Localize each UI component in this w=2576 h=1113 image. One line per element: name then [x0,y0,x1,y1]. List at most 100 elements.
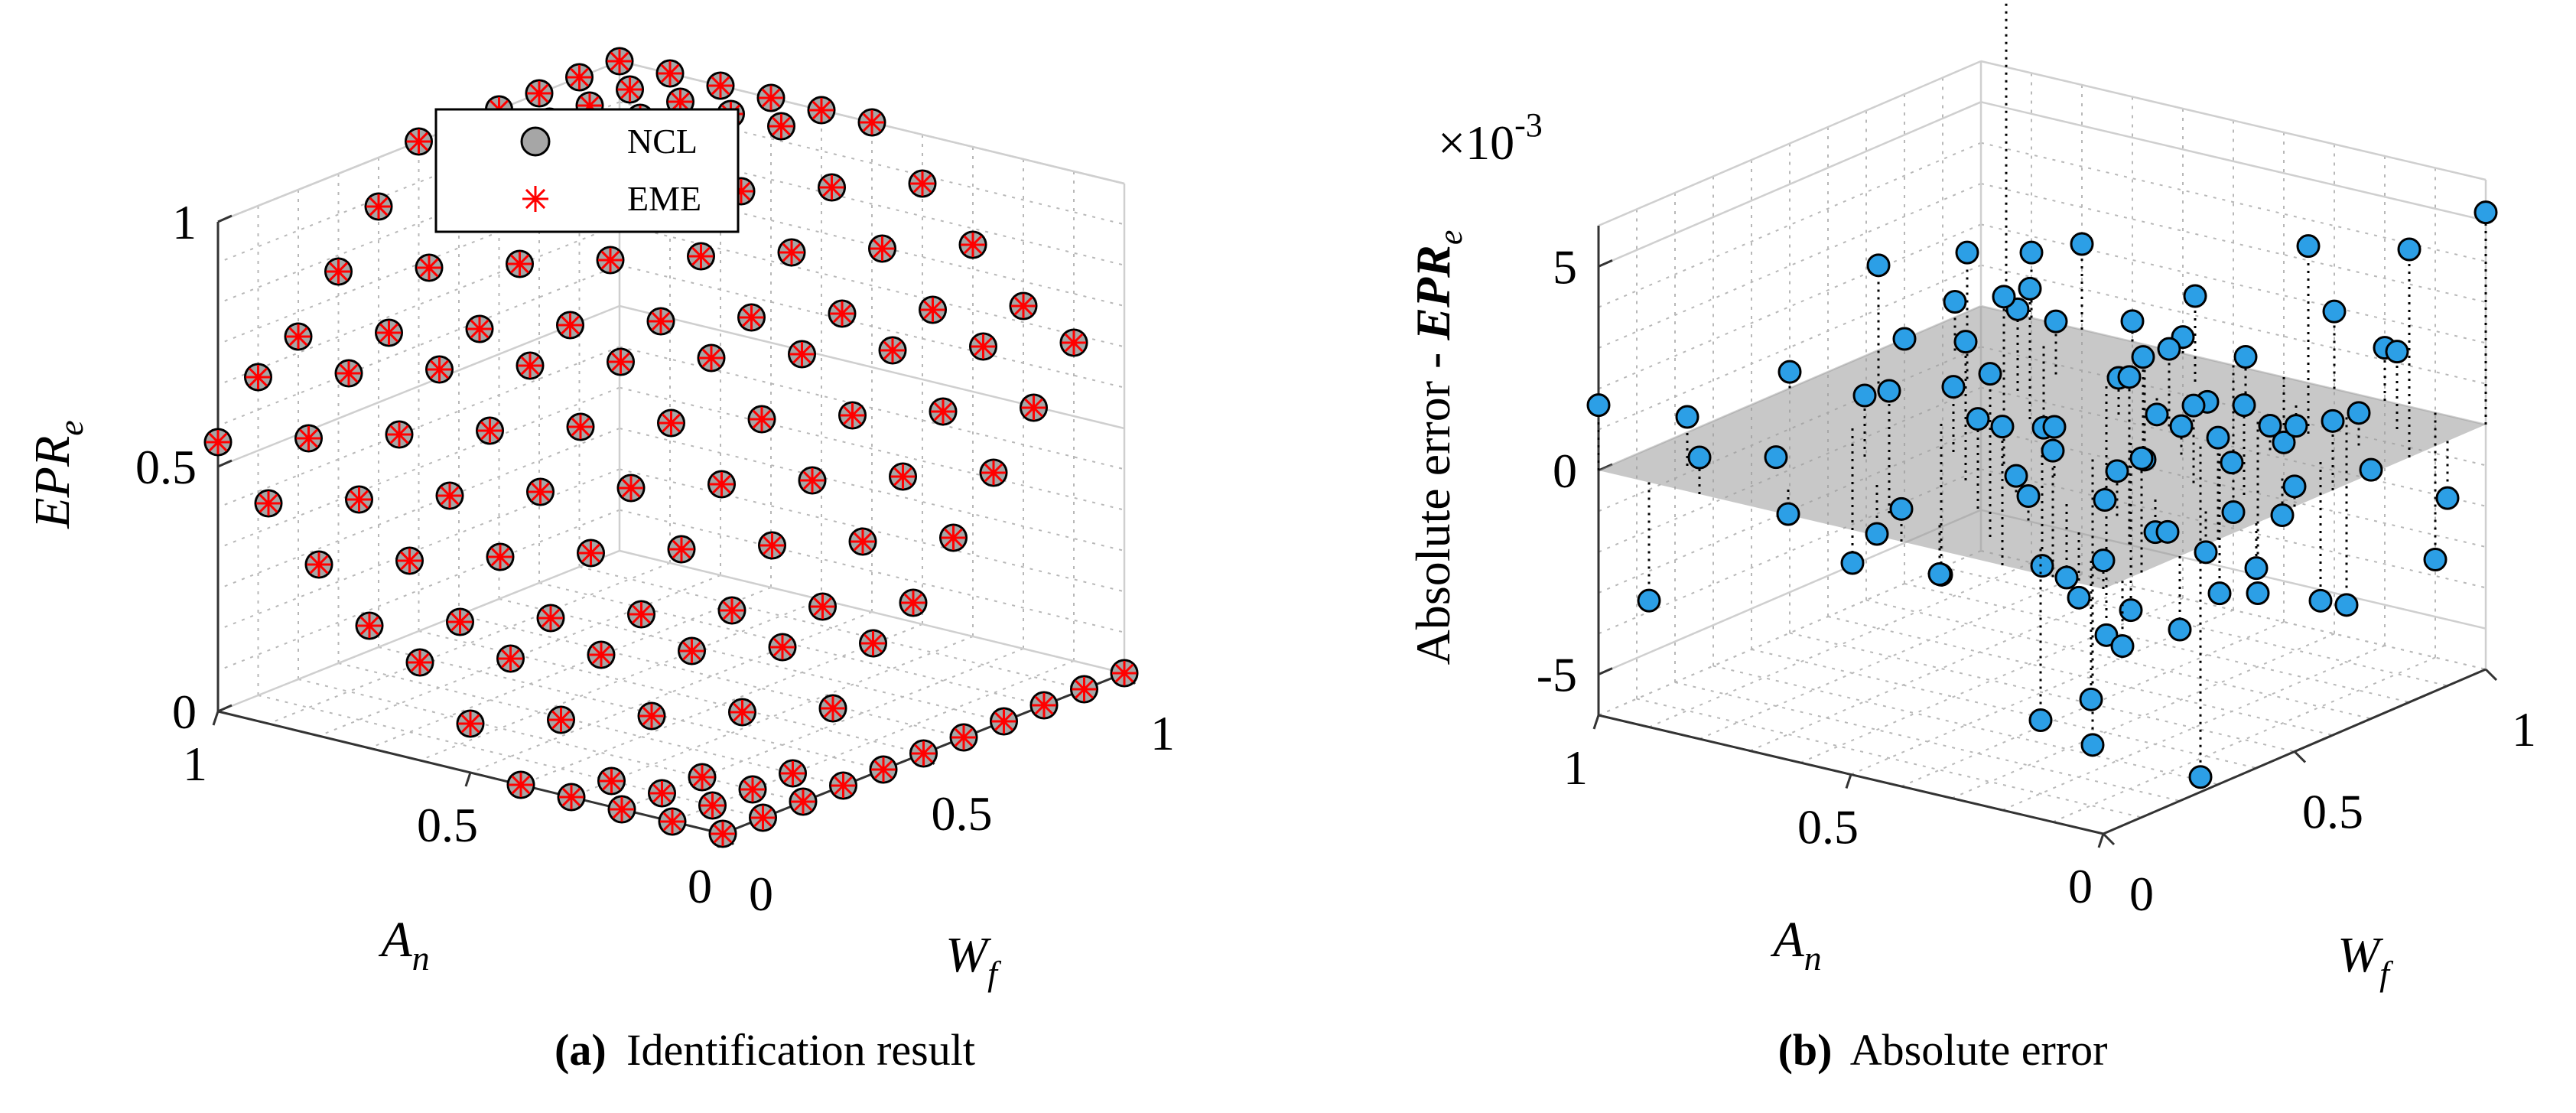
major-grid-line [619,549,1125,675]
wall-grid-line [217,509,620,672]
eme-stroke [873,239,892,259]
eme-point [971,334,996,359]
eme-stroke [612,799,632,819]
floor-grid-line [1789,632,2295,753]
floor-grid-line [579,566,1085,690]
eme-stroke [531,482,550,502]
eme-stroke [400,551,419,571]
eme-point [447,610,473,634]
eme-point [991,709,1016,734]
eme-stroke [440,486,460,506]
eme-point [658,61,682,86]
error-point [2246,581,2270,605]
eme-stroke [620,80,639,99]
eme-stroke [954,727,974,747]
eme-stroke [802,470,822,490]
eme-point [830,301,854,326]
error-point [2145,402,2169,427]
eme-stroke [853,532,873,552]
eme-point [870,236,895,261]
eme-point [568,415,593,439]
error-point [2194,540,2218,565]
eme-point [660,809,685,834]
eme-stroke [520,356,540,376]
error-point [1953,330,1978,354]
floor-grid-line [672,660,1075,822]
error-point [2041,438,2065,463]
eme-point [610,797,634,822]
error-point [2093,488,2117,512]
eme-stroke [288,327,308,347]
eme-stroke [642,706,662,726]
eme-point [509,773,533,797]
eme-stroke [660,63,680,83]
eme-point [559,785,584,809]
floor-grid-line [338,662,844,786]
an-tick [1592,714,1600,730]
floor-grid-line [318,574,721,737]
eme-stroke [713,824,733,844]
eme-point [690,765,714,789]
eme-stroke [409,132,428,151]
wf-tick-label: 0 [749,867,773,921]
error-point [1675,405,1699,429]
eme-point [831,773,856,798]
error-axis-label: Absolute error - EPRe [1406,230,1469,666]
eme-point [759,86,783,110]
eme-point [951,725,976,750]
eme-point [779,240,804,265]
eme-point [1062,330,1086,355]
error-point [2397,237,2422,262]
floor-grid-line [1865,599,2372,720]
eme-stroke [743,779,763,799]
an-tick-label: 0.5 [417,798,478,852]
error-point [2018,276,2042,301]
z-tick-label: 0.5 [135,440,197,494]
eme-stroke [662,812,682,831]
eme-stroke [783,763,802,783]
epr-axis-label-sub: e [51,420,90,435]
error-point [2042,415,2067,439]
eme-stroke [529,83,549,103]
eme-point [668,89,693,114]
eme-stroke [621,478,641,498]
error-point [2188,765,2213,789]
eme-point [639,704,664,728]
major-grid-line [1598,101,1982,268]
eme-point [789,342,815,366]
legend-ncl-label: NCL [627,122,698,161]
eme-stroke [843,405,862,425]
error-point [2282,474,2307,499]
floor-grid-line [1636,698,2142,818]
error-point [2028,708,2053,732]
eme-stroke [470,319,490,339]
floor-grid-line [258,695,763,818]
wf-axis-label-main: W [945,927,991,983]
caption-a: (a) Identification result [555,1025,975,1075]
eme-point [387,422,411,447]
eme-point [910,171,935,196]
eme-stroke [733,702,752,722]
eme-point [417,255,441,280]
eme-stroke [651,311,671,331]
legend: NCL EME [434,108,740,233]
eme-stroke [510,254,529,274]
eme-stroke [1024,398,1043,418]
error-point [2004,464,2028,488]
error-point [2183,284,2207,308]
wall-grid-line [217,183,620,345]
eme-stroke [249,367,268,387]
eme-stroke [672,539,691,559]
error-axis-label-prefix: Absolute error - [1406,340,1460,666]
eme-stroke [893,467,912,487]
eme-stroke [692,767,712,787]
exponent-label: ×10-3 [1438,106,1543,170]
wf-tick-label: 0.5 [2302,785,2363,839]
legend-ncl-marker [520,126,551,157]
exponent-power: -3 [1514,106,1543,144]
eme-point [821,696,845,721]
eme-stroke [984,463,1003,483]
eme-point [598,248,623,272]
z-tick [217,459,233,468]
